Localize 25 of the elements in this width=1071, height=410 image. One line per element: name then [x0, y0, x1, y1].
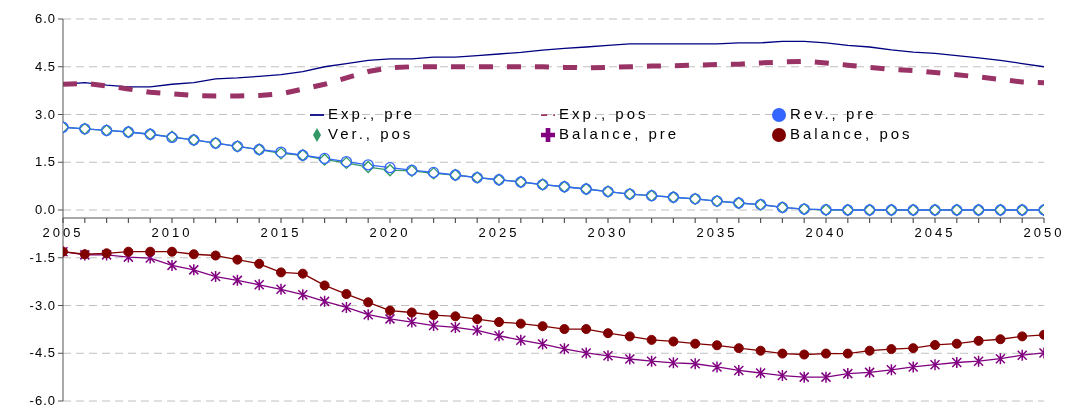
y-tick-label: 6.0 — [34, 11, 56, 26]
x-tick-label: 2045 — [914, 225, 956, 240]
x-tick-label: 2035 — [696, 225, 738, 240]
y-tick-label: -6.0 — [29, 393, 56, 408]
x-tick-label: 2025 — [478, 225, 520, 240]
y-tick-label: 3.0 — [34, 106, 56, 122]
y-tick-label: 0.0 — [34, 202, 56, 217]
y-tick-label: -3.0 — [29, 297, 56, 313]
legend-label: Ver., pos — [328, 125, 414, 143]
x-tick-label: 2050 — [1023, 225, 1065, 240]
x-tick-label: 2015 — [260, 225, 302, 240]
x-tick-label: 2005 — [42, 225, 84, 240]
legend-label: Balance, pos — [789, 125, 913, 143]
x-tick-label: 2010 — [151, 225, 193, 240]
x-tick-label: 2020 — [369, 225, 411, 240]
legend-label: Exp., pre — [328, 105, 416, 122]
y-tick-label: 4.5 — [34, 58, 56, 74]
x-tick-label: 2040 — [805, 225, 847, 240]
y-tick-label: -1.5 — [29, 249, 56, 265]
legend-label: Exp., pos — [558, 105, 649, 122]
legend-label: Rev., pre — [789, 105, 877, 122]
x-tick-label: 2030 — [587, 225, 629, 240]
legend-label: Balance, pre — [558, 125, 680, 143]
y-tick-label: -4.5 — [29, 345, 56, 361]
y-tick-label: 1.5 — [34, 154, 56, 170]
